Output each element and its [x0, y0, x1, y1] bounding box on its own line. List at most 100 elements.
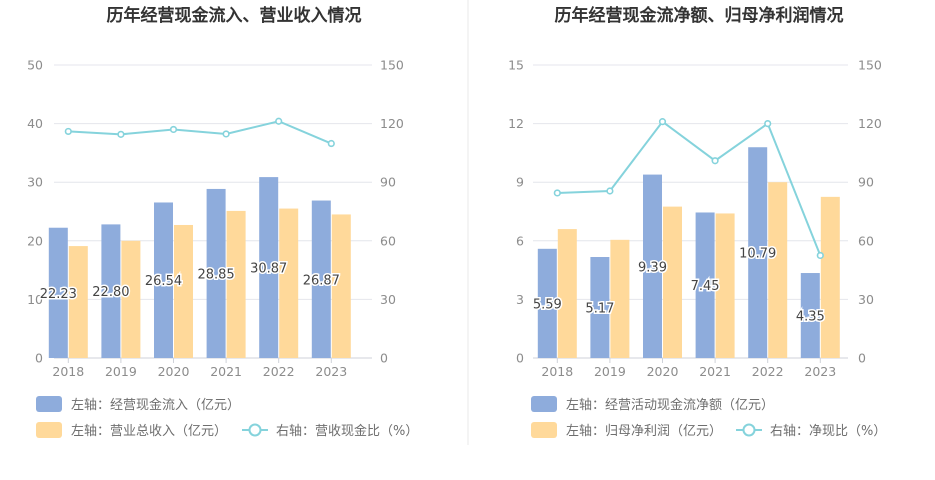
right-axis-tick-label: 90	[858, 175, 874, 190]
bar-primary	[590, 257, 610, 358]
bar-data-label: 26.54	[145, 274, 182, 289]
chart-2-grid	[533, 64, 848, 300]
left-axis-tick-label: 40	[27, 116, 43, 131]
ratio-line-point	[222, 130, 230, 138]
legend-swatch-net-operating-cash-flow	[531, 396, 557, 412]
legend-item-net-profit[interactable]: 左轴：归母净利润（亿元）	[531, 422, 722, 439]
legend-label-net-profit: 左轴：归母净利润（亿元）	[566, 424, 722, 439]
bar-secondary	[768, 182, 788, 358]
legend-label-net-cash-ratio: 右轴：净现比（%）	[770, 424, 886, 439]
x-axis-tick-label: 2020	[158, 364, 190, 379]
x-axis-tick-label: 2021	[210, 364, 242, 379]
ratio-line-point	[816, 251, 824, 260]
bar-primary	[800, 273, 820, 358]
chart-2-ratio-line	[553, 118, 824, 260]
ratio-line-point	[275, 117, 283, 125]
left-axis-tick-label: 12	[508, 116, 524, 131]
x-axis-tick-label: 2021	[699, 364, 731, 379]
right-axis-tick-label: 30	[858, 292, 874, 307]
legend-item-net-operating-cash-flow[interactable]: 左轴：经营活动现金流净额（亿元）	[531, 396, 774, 413]
legend-item-revenue-cash-ratio[interactable]: 右轴：营收现金比（%）	[242, 423, 418, 439]
bar-data-label: 22.80	[92, 285, 129, 300]
right-axis-tick-label: 0	[858, 351, 866, 366]
left-axis-tick-label: 20	[27, 233, 43, 248]
bar-secondary	[121, 240, 141, 358]
bar-data-label: 26.87	[303, 273, 340, 288]
left-axis-tick-label: 15	[508, 58, 524, 73]
bar-secondary	[279, 208, 299, 358]
bar-secondary	[174, 224, 193, 358]
ratio-line-path	[68, 120, 332, 145]
chart-2-legend: 左轴：经营活动现金流净额（亿元） 左轴：归母净利润（亿元） 右轴：净现比（%）	[531, 396, 886, 439]
x-axis-tick-label: 2023	[315, 364, 347, 379]
chart-1-bar-labels: 22.23 22.80 26.54 28.85 30.87 26.87	[38, 260, 341, 303]
ratio-line-point	[764, 119, 772, 128]
left-axis-tick-label: 30	[27, 175, 43, 190]
x-axis-tick-label: 2019	[105, 364, 137, 379]
bar-data-label: 4.35	[796, 310, 825, 325]
right-axis-tick-label: 0	[380, 351, 388, 366]
bar-secondary	[663, 206, 682, 358]
bar-primary	[101, 224, 121, 358]
ratio-line-path	[557, 120, 822, 256]
ratio-line-point	[711, 157, 719, 165]
bar-data-label: 7.45	[691, 279, 720, 294]
ratio-line-point	[64, 127, 72, 136]
x-axis-tick-label: 2019	[594, 364, 626, 379]
bar-data-label: 9.39	[638, 260, 667, 275]
chart-1-legend: 左轴：经营现金流入（亿元） 左轴：营业总收入（亿元） 右轴：营收现金比（%）	[36, 396, 418, 439]
bar-primary	[537, 248, 557, 358]
bar-primary	[259, 177, 279, 358]
ratio-line-point	[606, 187, 614, 195]
bar-primary	[643, 174, 662, 358]
left-axis-tick-label: 9	[516, 175, 524, 190]
bar-secondary	[68, 246, 88, 358]
ratio-line-point	[169, 125, 178, 134]
ratio-line-point	[553, 189, 561, 197]
legend-item-revenue[interactable]: 左轴：营业总收入（亿元）	[36, 422, 227, 439]
bar-secondary	[557, 229, 577, 358]
chart-1-title: 历年经营现金流入、营业收入情况	[107, 5, 362, 26]
right-axis-tick-label: 150	[380, 58, 404, 73]
bar-data-label: 10.79	[739, 247, 776, 262]
bar-primary	[48, 227, 68, 358]
bar-data-label: 5.17	[585, 302, 614, 317]
x-axis-tick-label: 2020	[647, 364, 679, 379]
x-axis-tick-label: 2022	[752, 364, 784, 379]
right-axis-tick-label: 60	[858, 233, 874, 248]
bar-data-label: 30.87	[250, 262, 287, 277]
legend-label-revenue: 左轴：营业总收入（亿元）	[71, 424, 227, 439]
legend-item-cash-inflow[interactable]: 左轴：经营现金流入（亿元）	[36, 396, 240, 413]
legend-marker-revenue-cash-ratio	[248, 423, 262, 437]
left-axis-tick-label: 50	[27, 58, 43, 73]
chart-1: 历年经营现金流入、营业收入情况 0 10 20 30 40 50 0 30 60 90 120 15…	[27, 5, 418, 439]
legend-label-net-operating-cash-flow: 左轴：经营活动现金流净额（亿元）	[566, 397, 774, 413]
bar-secondary	[820, 196, 840, 358]
left-axis-tick-label: 6	[516, 233, 524, 248]
chart-2-title: 历年经营现金流净额、归母净利润情况	[555, 5, 844, 26]
chart-2: 历年经营现金流净额、归母净利润情况 0 3 6 9 12 15 0 30 60 90 120 150…	[508, 5, 886, 439]
bar-primary	[206, 188, 226, 358]
bar-secondary	[331, 214, 351, 358]
chart-1-left-axis: 0 10 20 30 40 50	[27, 58, 43, 366]
x-axis-tick-label: 2018	[541, 364, 573, 379]
ratio-line-point	[117, 130, 125, 138]
bar-secondary	[610, 239, 630, 358]
left-axis-tick-label: 3	[516, 292, 524, 307]
bar-data-label: 28.85	[197, 267, 234, 282]
right-axis-tick-label: 30	[380, 292, 396, 307]
right-axis-tick-label: 60	[380, 233, 396, 248]
legend-marker-net-cash-ratio	[742, 423, 756, 437]
left-axis-tick-label: 10	[27, 292, 43, 307]
chart-2-left-axis: 0 3 6 9 12 15	[508, 58, 524, 366]
chart-1-bars-primary	[48, 177, 331, 358]
x-axis-tick-label: 2018	[52, 364, 84, 379]
bar-secondary	[715, 213, 735, 358]
bar-primary	[748, 147, 768, 358]
chart-2-right-axis: 0 30 60 90 120 150	[858, 58, 882, 366]
bar-primary	[311, 200, 331, 358]
legend-item-net-cash-ratio[interactable]: 右轴：净现比（%）	[736, 423, 886, 439]
chart-1-ratio-line	[64, 117, 335, 148]
right-axis-tick-label: 120	[858, 116, 882, 131]
